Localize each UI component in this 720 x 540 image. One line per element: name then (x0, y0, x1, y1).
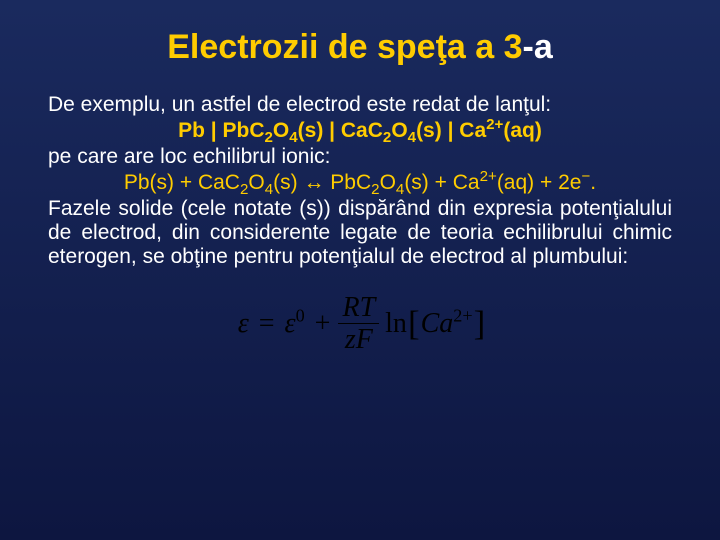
ionic-equation: Pb(s) + CaC2O4(s) ↔ PbC2O4(s) + Ca2+(aq)… (48, 171, 672, 195)
eq-sub: 2 (371, 181, 379, 198)
slide-title: Electrozii de speţa a 3-a (48, 28, 672, 67)
chain-sup: 2+ (486, 116, 503, 133)
plus-sign: + (309, 308, 337, 340)
eq-seg: O (380, 171, 396, 194)
ca-sup: 2+ (453, 306, 472, 326)
body-text: De exemplu, un astfel de electrod este r… (48, 93, 672, 269)
eq-seg: (s) ↔ PbC (273, 171, 371, 194)
eps-sup: 0 (296, 306, 305, 326)
title-main: Electrozii de speţa a 3 (167, 28, 522, 66)
eq-sup: − (581, 168, 590, 185)
left-bracket: [ (407, 304, 421, 344)
eq-seg: O (248, 171, 264, 194)
electrode-chain: Pb | PbC2O4(s) | CaC2O4(s) | Ca2+(aq) (48, 119, 672, 143)
formula-area: ε = ε0 + RT zF ln [ Ca2+ ] (48, 293, 672, 355)
chain-seg: O (273, 119, 289, 142)
chain-seg: (s) | CaC (298, 119, 383, 142)
chain-sub: 4 (289, 129, 297, 146)
eq-sup: 2+ (480, 168, 497, 185)
formula-row: ε = ε0 + RT zF ln [ Ca2+ ] (234, 293, 487, 355)
ca-text: Ca (421, 308, 454, 339)
numerator: RT (338, 293, 379, 322)
fraction: RT zF (336, 293, 381, 355)
chain-sub: 4 (408, 129, 416, 146)
line2: pe care are loc echilibrul ionic: (48, 145, 672, 169)
eq-seg: (s) + Ca (404, 171, 479, 194)
explanation-paragraph: Fazele solide (cele notate (s)) dispărân… (48, 197, 672, 269)
eq-seg: Pb(s) + CaC (124, 171, 240, 194)
ca-symbol: Ca2+ (421, 308, 473, 340)
chain-seg: O (391, 119, 407, 142)
eps-sym: ε (285, 308, 296, 339)
eq-seg: . (590, 171, 596, 194)
chain-seg: (s) | Ca (416, 119, 486, 142)
equals-sign: = (253, 308, 281, 340)
chain-seg: (aq) (503, 119, 542, 142)
epsilon-zero: ε0 (281, 308, 309, 340)
chain-seg: Pb | PbC (178, 119, 264, 142)
chain-sub: 2 (265, 129, 273, 146)
eq-seg: (aq) + 2e (497, 171, 582, 194)
ln-text: ln (381, 308, 407, 340)
slide: Electrozii de speţa a 3-a De exemplu, un… (0, 0, 720, 540)
title-suffix: -a (523, 28, 553, 66)
epsilon: ε (234, 308, 253, 340)
eq-sub: 4 (265, 181, 273, 198)
right-bracket: ] (473, 304, 487, 344)
intro-line: De exemplu, un astfel de electrod este r… (48, 93, 672, 117)
denominator: zF (341, 325, 377, 354)
nernst-formula: ε = ε0 + RT zF ln [ Ca2+ ] (234, 293, 487, 355)
